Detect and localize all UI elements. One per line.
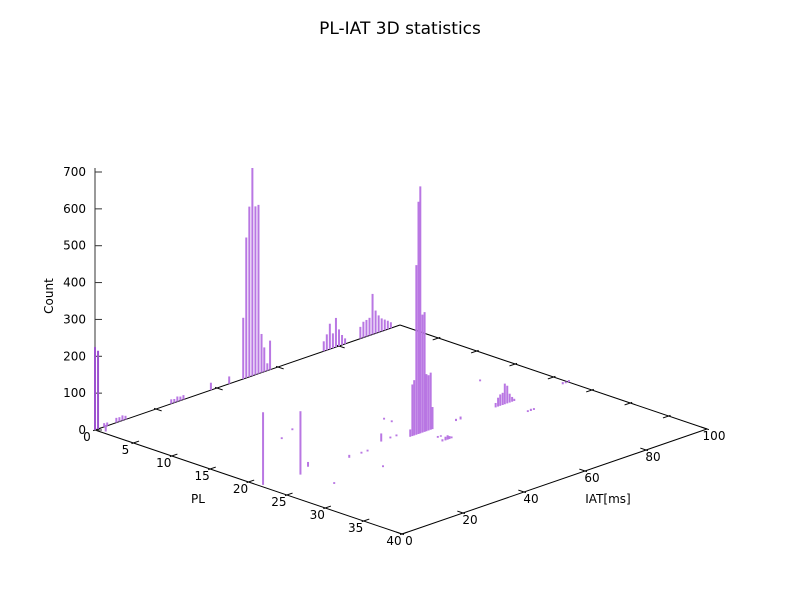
tick-label: 10 xyxy=(156,456,171,470)
tick-label: 20 xyxy=(462,513,477,527)
tick-label: 20 xyxy=(233,482,248,496)
tick-label: 0 xyxy=(83,430,91,444)
tick-label: 80 xyxy=(645,450,660,464)
tick-label: 60 xyxy=(584,471,599,485)
tick-label: 700 xyxy=(63,165,86,179)
tick-label: 500 xyxy=(63,239,86,253)
plot-base-edges xyxy=(94,168,708,535)
y-axis-label: IAT[ms] xyxy=(585,492,631,506)
tick-label: 400 xyxy=(63,276,86,290)
tick-label: 35 xyxy=(348,521,363,535)
tick-label: 40 xyxy=(523,492,538,506)
tick-label: 15 xyxy=(194,469,209,483)
tick-label: 30 xyxy=(310,508,325,522)
tick-label: 200 xyxy=(63,349,86,363)
impulse-bars xyxy=(94,167,570,485)
tick-label: 300 xyxy=(63,312,86,326)
tick-label: 100 xyxy=(63,386,86,400)
tick-label: 25 xyxy=(271,495,286,509)
tick-label: 5 xyxy=(122,443,130,457)
tick-label: 0 xyxy=(405,534,413,548)
chart-title: PL-IAT 3D statistics xyxy=(319,19,481,39)
tick-label: 100 xyxy=(703,429,726,443)
tick-label: 40 xyxy=(386,534,401,548)
tick-label: 600 xyxy=(63,202,86,216)
x-axis-label: PL xyxy=(191,492,205,506)
tick-label: 0 xyxy=(78,423,86,437)
